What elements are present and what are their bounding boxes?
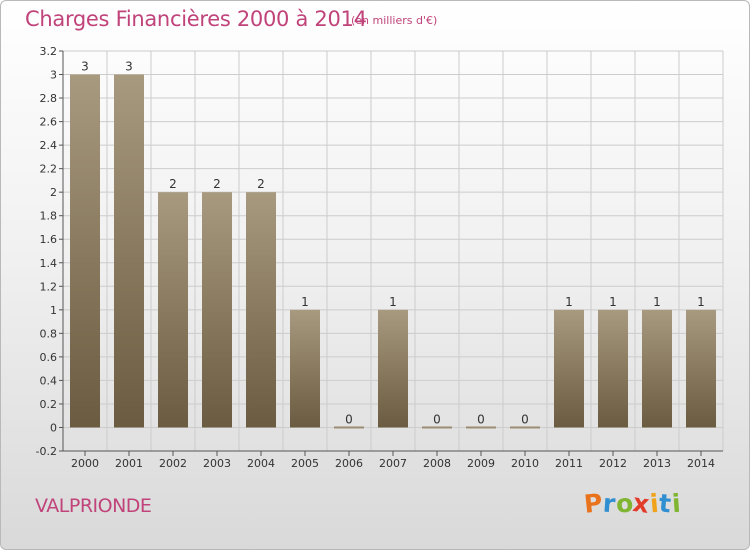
bar-2006 — [334, 426, 364, 429]
bar-2008 — [422, 426, 452, 429]
data-label: 2 — [213, 177, 221, 191]
x-tick-label: 2009 — [467, 457, 495, 470]
x-tick-label: 2005 — [291, 457, 319, 470]
x-tick-label: 2001 — [115, 457, 143, 470]
y-tick-label: 0 — [50, 421, 57, 434]
y-tick-label: 2.4 — [40, 139, 58, 152]
bar-2005 — [290, 309, 320, 428]
bar-2011 — [554, 309, 584, 428]
logo-letter: r — [601, 488, 617, 519]
x-tick-label: 2008 — [423, 457, 451, 470]
data-label: 1 — [389, 295, 397, 309]
x-tick-label: 2010 — [511, 457, 539, 470]
data-label: 1 — [609, 295, 617, 309]
bar-2002 — [158, 192, 188, 428]
proxiti-logo[interactable]: Proxiti — [582, 488, 682, 519]
commune-name: VALPRIONDE — [35, 495, 152, 517]
bar-2001 — [114, 74, 144, 428]
y-tick-label: 1 — [50, 304, 57, 317]
x-tick-label: 2002 — [159, 457, 187, 470]
bar-2009 — [466, 426, 496, 429]
y-tick-label: 1.2 — [40, 280, 58, 293]
data-label: 0 — [477, 412, 485, 426]
y-tick-label: 1.8 — [40, 210, 58, 223]
x-tick-label: 2003 — [203, 457, 231, 470]
x-tick-label: 2007 — [379, 457, 407, 470]
data-label: 1 — [697, 295, 705, 309]
bar-2014 — [686, 309, 716, 428]
y-tick-label: -0.2 — [36, 445, 57, 458]
logo-letter: i — [670, 488, 682, 519]
y-tick-label: 3 — [50, 69, 57, 82]
y-tick-label: 2 — [50, 186, 57, 199]
data-label: 0 — [521, 412, 529, 426]
y-tick-label: 0.2 — [40, 398, 58, 411]
y-tick-label: 0.8 — [40, 327, 58, 340]
y-tick-label: 1.4 — [40, 257, 58, 270]
data-label: 0 — [345, 412, 353, 426]
data-label: 1 — [653, 295, 661, 309]
data-label: 2 — [257, 177, 265, 191]
data-label: 3 — [125, 60, 133, 74]
bar-2010 — [510, 426, 540, 429]
y-tick-label: 3.2 — [40, 45, 58, 58]
data-label: 2 — [169, 177, 177, 191]
y-tick-label: 2.6 — [40, 116, 58, 129]
y-tick-label: 1.6 — [40, 233, 58, 246]
x-tick-label: 2011 — [555, 457, 583, 470]
y-tick-label: 0.6 — [40, 351, 58, 364]
y-tick-label: 2.8 — [40, 92, 58, 105]
data-label: 0 — [433, 412, 441, 426]
data-label: 3 — [81, 60, 89, 74]
x-tick-label: 2006 — [335, 457, 363, 470]
bar-2012 — [598, 309, 628, 428]
x-tick-label: 2000 — [71, 457, 99, 470]
x-tick-label: 2014 — [687, 457, 715, 470]
y-tick-label: 0.4 — [40, 374, 58, 387]
x-tick-label: 2013 — [643, 457, 671, 470]
chart-title: Charges Financières 2000 à 2014 — [25, 7, 367, 31]
chart-subtitle: (en milliers d'€) — [351, 14, 438, 27]
bar-2007 — [378, 309, 408, 428]
x-tick-label: 2012 — [599, 457, 627, 470]
x-tick-label: 2004 — [247, 457, 275, 470]
bar-2000 — [70, 74, 100, 428]
bar-2004 — [246, 192, 276, 428]
data-label: 1 — [565, 295, 573, 309]
logo-letter: P — [582, 488, 605, 519]
bar-2003 — [202, 192, 232, 428]
y-tick-label: 2.2 — [40, 163, 58, 176]
bar-2013 — [642, 309, 672, 428]
data-label: 1 — [301, 295, 309, 309]
